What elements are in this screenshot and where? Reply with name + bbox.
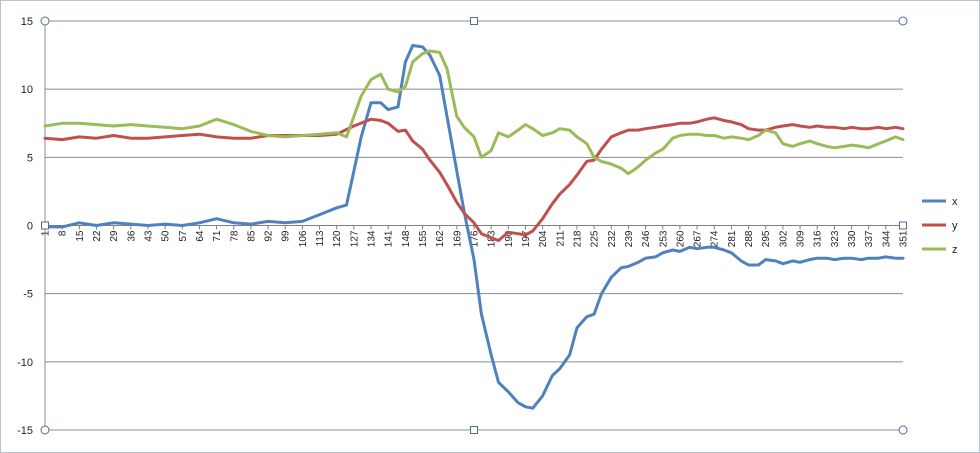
y-tick-label: 15 <box>21 16 33 28</box>
x-tick-label: 127 <box>349 230 360 247</box>
legend-label-z: z <box>952 244 958 256</box>
side-resize-handle[interactable] <box>470 426 478 434</box>
legend-label-x: x <box>952 196 958 208</box>
x-tick-label: 351 <box>899 230 910 247</box>
series-lines <box>43 44 905 410</box>
x-tick-label: 344 <box>881 230 892 247</box>
y-tick-label: 10 <box>21 84 33 96</box>
x-tick-label: 169 <box>452 230 463 247</box>
x-tick-label: 260 <box>675 230 686 247</box>
x-tick-label: 141 <box>384 230 395 247</box>
x-tick-label: 267 <box>693 230 704 247</box>
axes: -15 -10 -5 0 5 10 15 1 8 15 22 29 36 43 50 57 64 71 78 85 92… <box>17 16 909 437</box>
x-tick-label: 8 <box>58 230 69 236</box>
x-tick-label: 246 <box>641 230 652 247</box>
x-tick-label: 106 <box>298 230 309 247</box>
x-tick-label: 15 <box>75 230 86 242</box>
x-tick-label: 302 <box>778 230 789 247</box>
y-tick-label: 5 <box>27 152 33 164</box>
gridlines <box>45 20 903 431</box>
series-line-x <box>43 44 905 410</box>
x-tick-label: 288 <box>744 230 755 247</box>
x-tick-label: 176 <box>470 230 481 247</box>
x-tick-label: 57 <box>178 230 189 242</box>
x-tick-label: 85 <box>246 230 257 242</box>
x-tick-label: 239 <box>624 230 635 247</box>
x-tick-label: 295 <box>761 230 772 247</box>
series-line-z <box>43 49 905 176</box>
x-tick-label: 50 <box>161 230 172 242</box>
x-tick-label: 253 <box>658 230 669 247</box>
x-tick-label: 309 <box>796 230 807 247</box>
corner-resize-handle[interactable] <box>40 16 50 26</box>
x-tick-label: 92 <box>264 230 275 242</box>
x-tick-label: 330 <box>847 230 858 247</box>
y-tick-label: 0 <box>27 221 33 233</box>
x-tick-label: 281 <box>727 230 738 247</box>
x-tick-label: 211 <box>555 230 566 246</box>
y-tick-label: -15 <box>17 425 33 437</box>
selection-handles[interactable] <box>40 16 908 435</box>
x-tick-label: 274 <box>710 230 721 247</box>
x-tick-label: 71 <box>212 230 223 242</box>
x-tick-label: 99 <box>281 230 292 242</box>
x-tick-label: 337 <box>864 230 875 247</box>
x-tick-label: 218 <box>572 230 583 247</box>
x-tick-label: 22 <box>92 230 103 242</box>
x-tick-label: 155 <box>418 230 429 247</box>
x-tick-label: 29 <box>109 230 120 242</box>
x-tick-label: 225 <box>590 230 601 247</box>
x-tick-label: 1 <box>41 230 52 236</box>
x-tick-label: 316 <box>813 230 824 247</box>
side-resize-handle[interactable] <box>470 17 478 25</box>
x-tick-label: 148 <box>401 230 412 247</box>
x-tick-label: 323 <box>830 230 841 247</box>
x-tick-label: 190 <box>504 230 515 247</box>
x-tick-label: 232 <box>607 230 618 247</box>
x-tick-label: 36 <box>126 230 137 242</box>
x-tick-label: 113 <box>315 230 326 246</box>
side-resize-handle[interactable] <box>41 221 49 230</box>
x-tick-label: 162 <box>435 230 446 247</box>
x-tick-label: 78 <box>229 230 240 242</box>
x-tick-label: 134 <box>367 230 378 247</box>
x-tick-label: 197 <box>521 230 532 247</box>
x-tick-label: 43 <box>143 230 154 242</box>
corner-resize-handle[interactable] <box>898 425 908 435</box>
x-tick-label: 120 <box>332 230 343 247</box>
legend-label-y: y <box>952 220 958 232</box>
corner-resize-handle[interactable] <box>40 425 50 435</box>
x-tick-label: 204 <box>538 230 549 247</box>
corner-resize-handle[interactable] <box>898 16 908 26</box>
y-tick-label: -5 <box>23 289 33 301</box>
y-tick-label: -10 <box>17 357 33 369</box>
x-tick-label: 64 <box>195 230 206 242</box>
legend: xyz <box>922 196 958 256</box>
side-resize-handle[interactable] <box>899 221 907 230</box>
